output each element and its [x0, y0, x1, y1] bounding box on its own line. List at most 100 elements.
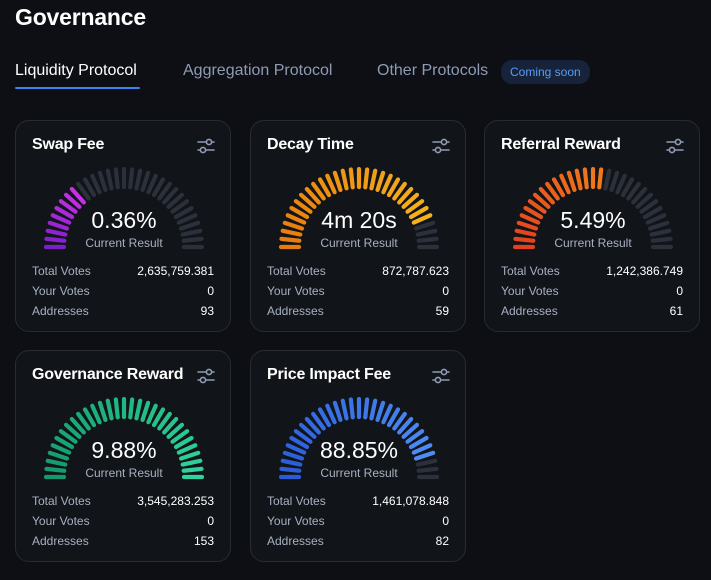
your-votes-label: Your Votes — [267, 284, 325, 298]
gauge-segment-empty — [151, 177, 166, 198]
gauge-segment-empty — [631, 186, 648, 205]
gauge-segment-filled — [392, 181, 407, 201]
sliders-icon[interactable] — [666, 138, 684, 154]
sliders-icon[interactable] — [432, 138, 450, 154]
card-price-impact-fee: Price Impact Fee 88.85% Current Result T… — [250, 350, 466, 562]
gauge-segment-filled — [317, 177, 332, 198]
current-result-value: 4m 20s — [321, 207, 397, 233]
gauge-segment-empty — [140, 170, 151, 193]
gauge-segment-filled — [401, 192, 420, 209]
sliders-icon[interactable] — [197, 368, 215, 384]
gauge-segment-empty — [180, 228, 203, 237]
gauge-segment-filled — [381, 403, 393, 425]
gauge-segment-filled — [381, 173, 393, 195]
gauge-segment-filled — [50, 213, 72, 225]
vote-stats: Total Votes 2,635,759.381 Your Votes 0 A… — [32, 264, 214, 324]
gauge-segment-empty — [173, 205, 194, 220]
stat-row-your-votes: Your Votes 0 — [267, 514, 449, 534]
gauge-segment-filled — [304, 186, 321, 205]
your-votes-label: Your Votes — [501, 284, 559, 298]
gauge-segment-filled — [47, 450, 70, 461]
gauge-segment-filled — [516, 220, 539, 231]
gauge-segment-empty — [128, 167, 135, 190]
gauge-segment-filled — [386, 407, 401, 428]
gauge-segment-filled — [298, 192, 317, 209]
gauge-segment-filled — [146, 403, 158, 425]
tab-liquidity-protocol[interactable]: Liquidity Protocol — [15, 62, 140, 89]
total-votes-label: Total Votes — [32, 264, 91, 278]
gauge-segment-filled — [157, 411, 172, 431]
gauge-segment-empty — [181, 236, 204, 243]
stat-row-your-votes: Your Votes 0 — [32, 284, 214, 304]
gauge-segment-filled — [519, 213, 541, 225]
current-result-label: Current Result — [85, 236, 163, 250]
gauge-segment-filled — [170, 429, 190, 444]
gauge-segment-empty — [415, 458, 438, 467]
gauge-segment-filled — [285, 213, 307, 225]
gauge-segment-filled — [279, 466, 302, 473]
current-result-value: 88.85% — [319, 437, 398, 463]
card-title: Governance Reward — [32, 366, 184, 383]
gauge-segment-filled — [325, 173, 337, 195]
sliders-icon[interactable] — [432, 368, 450, 384]
gauge-segment-empty — [162, 186, 179, 205]
gauge-segment-filled — [397, 416, 414, 435]
card-title: Referral Reward — [501, 136, 621, 153]
gauge-segment-filled — [311, 181, 326, 201]
addresses-label: Addresses — [32, 534, 89, 548]
gauge-arc — [279, 397, 439, 480]
stat-row-addresses: Addresses 82 — [267, 534, 449, 554]
current-result-value: 0.36% — [91, 207, 157, 233]
gauge-segment-filled — [178, 450, 201, 461]
gauge-segment-empty — [170, 199, 190, 214]
gauge-segment-filled — [47, 220, 70, 231]
gauge-segment-filled — [282, 220, 305, 231]
gauge-segment-filled — [50, 443, 72, 455]
your-votes-label: Your Votes — [32, 284, 90, 298]
gauge-segment-filled — [69, 186, 86, 205]
gauge-segment-filled — [282, 450, 305, 461]
gauge-segment-filled — [397, 186, 414, 205]
gauge-segment-filled — [293, 199, 313, 214]
vote-stats: Total Votes 1,461,078.848 Your Votes 0 A… — [267, 494, 449, 554]
gauge-segment-empty — [76, 181, 91, 201]
stat-row-total-votes: Total Votes 2,635,759.381 — [32, 264, 214, 284]
gauge-segment-filled — [280, 458, 303, 467]
tab-other-protocols[interactable]: Other Protocols — [377, 62, 489, 79]
tab-aggregation-protocol[interactable]: Aggregation Protocol — [183, 62, 333, 79]
gauge-segment-filled — [82, 407, 97, 428]
gauge-segment-filled — [181, 466, 204, 473]
your-votes-value: 0 — [676, 284, 683, 298]
stat-row-total-votes: Total Votes 1,461,078.848 — [267, 494, 449, 514]
gauge-segment-filled — [311, 411, 326, 431]
total-votes-label: Total Votes — [267, 494, 326, 508]
your-votes-label: Your Votes — [267, 514, 325, 528]
gauge-segment-empty — [416, 466, 439, 473]
addresses-value: 153 — [193, 534, 214, 548]
current-result-value: 5.49% — [560, 207, 626, 233]
stat-row-your-votes: Your Votes 0 — [32, 514, 214, 534]
stat-row-total-votes: Total Votes 872,787.623 — [267, 264, 449, 284]
gauge-segment-empty — [626, 181, 641, 201]
sliders-icon[interactable] — [197, 138, 215, 154]
gauge-segment-filled — [97, 400, 108, 423]
gauge-arc — [513, 167, 673, 250]
gauge-segment-filled — [166, 422, 185, 439]
gauge-segment-filled — [180, 458, 203, 467]
gauge-segment-empty — [635, 192, 654, 209]
current-result-label: Current Result — [320, 466, 398, 480]
gauge-segment-empty — [650, 236, 673, 243]
coming-soon-badge: Coming soon — [501, 60, 590, 84]
gauge-segment-filled — [411, 443, 433, 455]
gauge-segment-filled — [304, 416, 321, 435]
gauge-segment-filled — [293, 429, 313, 444]
gauge-segment-filled — [375, 170, 386, 193]
gauge-segment-filled — [582, 167, 589, 190]
addresses-label: Addresses — [501, 304, 558, 318]
gauge-segment-filled — [140, 400, 151, 423]
gauge-arc — [44, 167, 204, 250]
gauge-segment-empty — [146, 173, 158, 195]
addresses-label: Addresses — [267, 534, 324, 548]
gauge-segment-filled — [76, 411, 91, 431]
gauge-segment-empty — [105, 168, 114, 191]
